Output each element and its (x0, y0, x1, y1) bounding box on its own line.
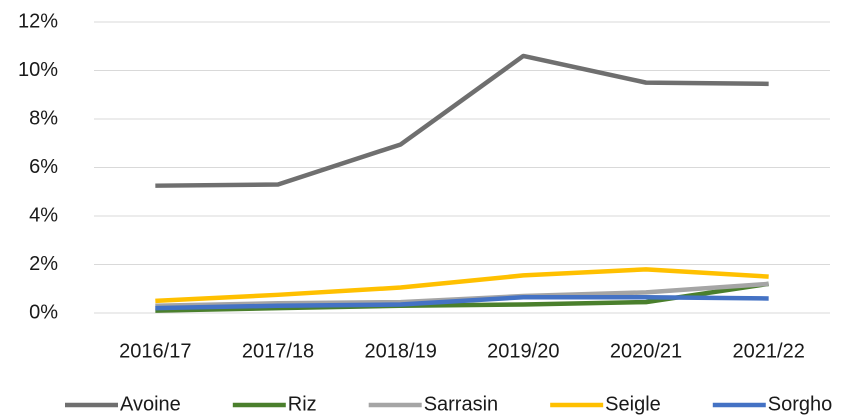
legend-label: Avoine (120, 393, 181, 415)
y-tick-label: 2% (29, 253, 58, 275)
y-tick-label: 10% (18, 59, 58, 81)
legend-label: Sorgho (768, 393, 833, 415)
x-tick-label: 2018/19 (365, 340, 437, 362)
series-line (155, 53, 769, 188)
y-tick-label: 12% (18, 10, 58, 32)
x-tick-label: 2020/21 (610, 340, 682, 362)
legend-label: Riz (288, 393, 317, 415)
series-line (155, 294, 769, 311)
legend-label: Sarrasin (424, 393, 498, 415)
series-line (155, 267, 769, 304)
y-tick-label: 8% (29, 107, 58, 129)
y-tick-label: 6% (29, 156, 58, 178)
legend-label: Seigle (605, 393, 661, 415)
x-tick-label: 2016/17 (119, 340, 191, 362)
x-tick-label: 2019/20 (487, 340, 559, 362)
x-tick-label: 2021/22 (733, 340, 805, 362)
y-tick-label: 0% (29, 301, 58, 323)
x-tick-label: 2017/18 (242, 340, 314, 362)
y-tick-label: 4% (29, 204, 58, 226)
